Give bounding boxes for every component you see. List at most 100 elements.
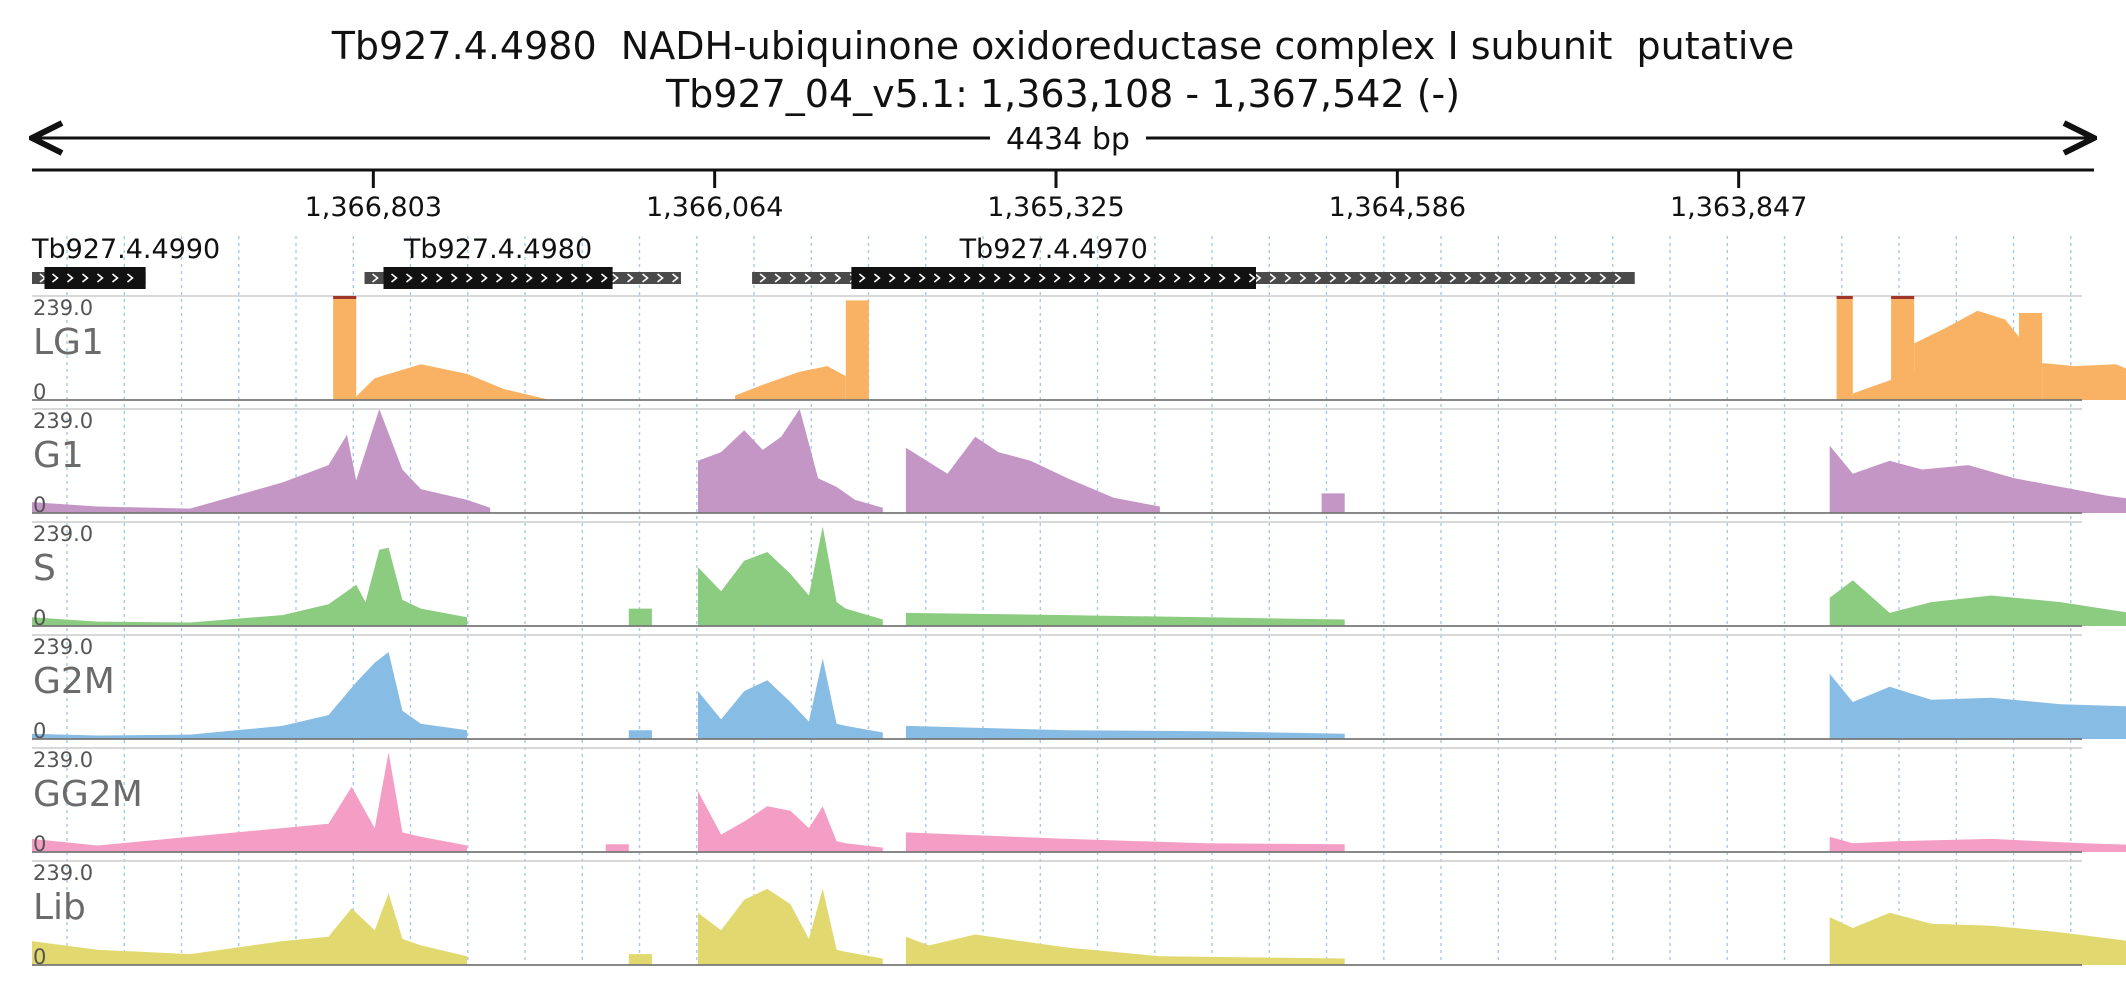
strand-chevron — [1434, 273, 1442, 283]
strand-chevron — [570, 273, 578, 283]
track-name-label: Lib — [33, 887, 86, 928]
coverage-area — [32, 409, 491, 513]
strand-chevron — [1203, 273, 1211, 283]
locus-label: Tb927_04_v5.1: 1,363,108 - 1,367,542 (-) — [665, 72, 1461, 116]
strand-chevron — [495, 273, 503, 283]
strand-chevron — [1584, 273, 1592, 283]
axis-tick-label: 1,365,325 — [987, 192, 1124, 223]
strand-chevron — [1314, 273, 1322, 283]
strand-chevron — [1539, 273, 1547, 283]
coverage-area — [698, 658, 883, 739]
strand-chevron — [903, 273, 911, 283]
coverage-area — [32, 752, 468, 852]
coverage-area — [628, 608, 652, 626]
track-ymax-label: 239.0 — [33, 296, 93, 320]
strand-chevron — [918, 273, 926, 283]
strand-chevron — [1554, 273, 1562, 283]
track-g1: 239.0 0 G1 — [32, 408, 2126, 517]
track-ymin-label: 0 — [33, 493, 46, 517]
strand-chevron — [1509, 273, 1517, 283]
strand-chevron — [1284, 273, 1292, 283]
strand-chevron — [435, 273, 443, 283]
coverage-area — [1891, 296, 1915, 400]
coverage-area — [628, 954, 652, 965]
coverage-area — [32, 652, 468, 739]
coverage-area — [735, 366, 846, 400]
coverage-area — [2042, 363, 2126, 400]
coverage-area — [1829, 445, 2126, 513]
strand-chevron — [1419, 273, 1427, 283]
gene-label: Tb927.4.4970 — [959, 234, 1148, 265]
strand-chevron — [789, 273, 797, 283]
strand-chevron — [804, 273, 812, 283]
strand-chevron — [540, 273, 548, 283]
strand-chevron — [1128, 273, 1136, 283]
track-lib: 239.0 0 Lib — [32, 860, 2126, 969]
strand-chevron — [933, 273, 941, 283]
track-ymin-label: 0 — [33, 832, 46, 856]
axis-tick-label: 1,366,064 — [646, 192, 783, 223]
coordinate-axis: 1,366,803 1,366,064 1,365,325 1,364,586 1,36… — [32, 168, 2094, 223]
track-name-label: LG1 — [33, 322, 104, 363]
strand-chevron — [1479, 273, 1487, 283]
axis-tick-label: 1,366,803 — [305, 192, 442, 223]
gene-cds — [44, 267, 146, 289]
strand-chevron — [657, 273, 664, 283]
strand-chevron — [66, 273, 74, 283]
coverage-area — [1829, 912, 2126, 965]
coverage-area — [698, 791, 883, 852]
strand-chevron — [96, 273, 104, 283]
strand-chevron — [1008, 273, 1016, 283]
strand-chevron — [372, 273, 379, 283]
track-ymin-label: 0 — [33, 719, 46, 743]
coverage-area — [1914, 310, 2019, 400]
strand-chevron — [1494, 273, 1502, 283]
strand-chevron — [510, 273, 518, 283]
strand-chevron — [111, 273, 119, 283]
coverage-area — [698, 526, 883, 626]
strand-chevron — [1038, 273, 1046, 283]
strand-chevron — [420, 273, 428, 283]
strand-chevron — [1269, 273, 1277, 283]
strand-chevron — [405, 273, 413, 283]
span-indicator: 4434 bp — [32, 122, 2094, 157]
strand-chevron — [759, 273, 767, 283]
coverage-area — [1829, 836, 2126, 852]
coverage-area — [1829, 673, 2126, 739]
strand-chevron — [858, 273, 866, 283]
strand-chevron — [1068, 273, 1076, 283]
strand-chevron — [450, 273, 458, 283]
track-ymin-label: 0 — [33, 945, 46, 969]
strand-chevron — [555, 273, 563, 283]
track-name-label: G2M — [33, 661, 115, 702]
coverage-area — [845, 300, 869, 400]
strand-chevron — [774, 273, 782, 283]
strand-chevron — [1188, 273, 1196, 283]
axis-tick-label: 1,363,847 — [1670, 192, 1807, 223]
coverage-area — [605, 844, 629, 852]
strand-chevron — [672, 273, 679, 283]
strand-chevron — [1173, 273, 1181, 283]
clip-marker — [333, 296, 357, 299]
coverage-area — [1829, 580, 2126, 626]
strand-chevron — [1569, 273, 1577, 283]
strand-chevron — [1143, 273, 1151, 283]
gene-cds — [383, 267, 613, 289]
track-s: 239.0 0 S — [32, 521, 2126, 630]
track-ymin-label: 0 — [33, 380, 46, 404]
track-ymax-label: 239.0 — [33, 748, 93, 772]
strand-chevron — [1098, 273, 1106, 283]
gene-cds — [851, 267, 1256, 289]
coverage-area — [905, 725, 1345, 739]
track-name-label: GG2M — [33, 774, 143, 815]
strand-chevron — [390, 273, 398, 283]
coverage-area — [32, 893, 468, 965]
strand-chevron — [978, 273, 986, 283]
strand-chevron — [612, 273, 619, 283]
strand-chevron — [627, 273, 634, 283]
strand-chevron — [1023, 273, 1031, 283]
coverage-area — [905, 934, 1345, 965]
track-gg2m: 239.0 0 GG2M — [32, 747, 2126, 856]
